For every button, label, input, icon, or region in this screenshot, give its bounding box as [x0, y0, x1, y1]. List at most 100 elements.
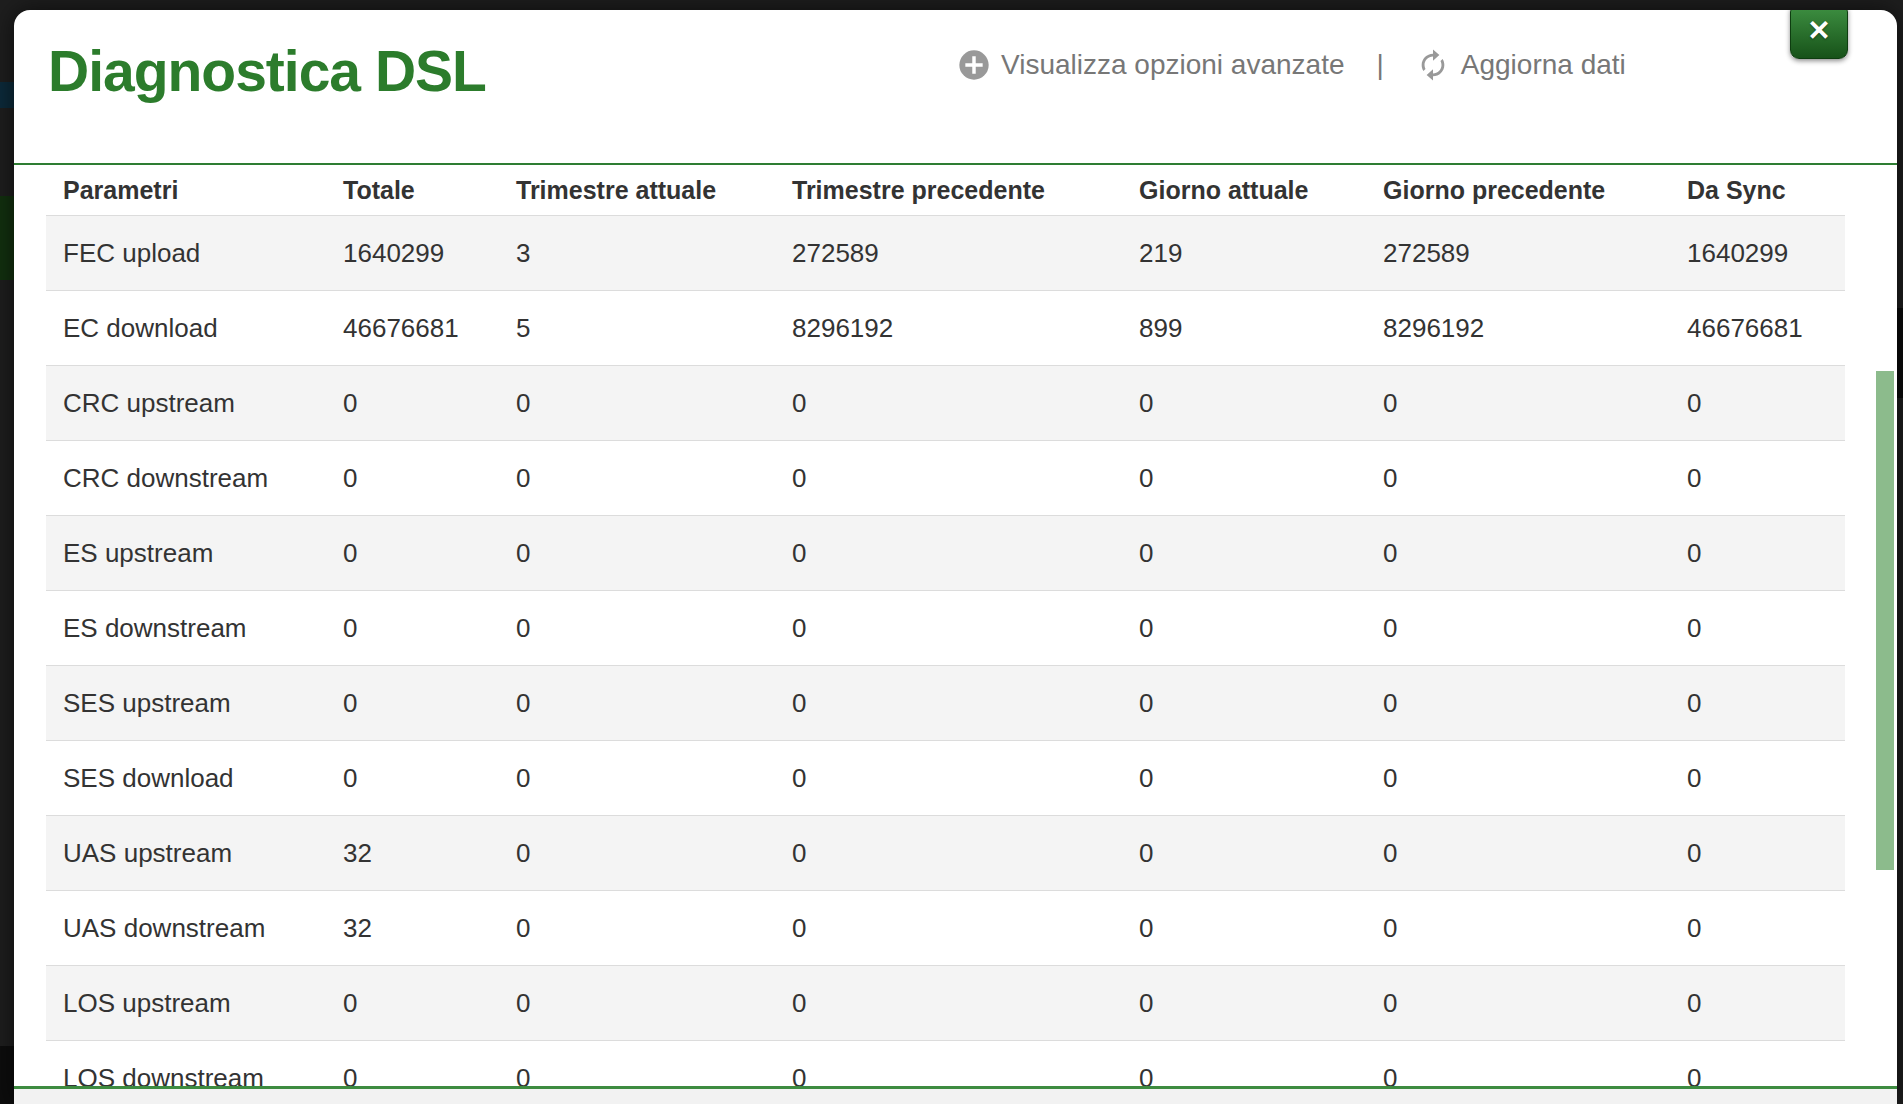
column-header-totale: Totale: [326, 165, 499, 216]
column-header-da-sync: Da Sync: [1670, 165, 1845, 216]
cell-value: 272589: [1366, 216, 1670, 291]
cell-value: 0: [499, 891, 775, 966]
cell-value: 0: [1366, 441, 1670, 516]
refresh-icon: [1416, 48, 1450, 82]
cell-value: 0: [1366, 666, 1670, 741]
dimmed-background-element: [1897, 308, 1903, 398]
cell-value: 0: [1670, 441, 1845, 516]
dialog-footer: [14, 1089, 1897, 1104]
table-header-row: Parametri Totale Trimestre attuale Trime…: [46, 165, 1845, 216]
table-row: LOS upstream 0 0 0 0 0 0: [46, 966, 1845, 1041]
cell-value: 0: [775, 516, 1122, 591]
cell-value: 46676681: [1670, 291, 1845, 366]
cell-value: 0: [499, 366, 775, 441]
cell-value: 1640299: [1670, 216, 1845, 291]
cell-value: 0: [326, 966, 499, 1041]
row-label: FEC upload: [46, 216, 326, 291]
dsl-diagnostics-dialog: Diagnostica DSL Visualizza opzioni avanz…: [14, 10, 1897, 1104]
row-label: ES upstream: [46, 516, 326, 591]
cell-value: 0: [326, 441, 499, 516]
cell-value: 0: [1122, 516, 1366, 591]
cell-value: 0: [1122, 891, 1366, 966]
cell-value: 0: [1670, 591, 1845, 666]
cell-value: 0: [1122, 816, 1366, 891]
cell-value: 0: [1366, 741, 1670, 816]
show-advanced-options-link[interactable]: Visualizza opzioni avanzate: [958, 49, 1344, 81]
cell-value: 0: [1366, 591, 1670, 666]
column-header-trimestre-attuale: Trimestre attuale: [499, 165, 775, 216]
dimmed-background-element: [0, 82, 14, 108]
column-header-giorno-precedente: Giorno precedente: [1366, 165, 1670, 216]
cell-value: 219: [1122, 216, 1366, 291]
dimmed-background-element: [0, 1046, 14, 1104]
cell-value: 0: [326, 366, 499, 441]
cell-value: 0: [775, 366, 1122, 441]
cell-value: 0: [1670, 966, 1845, 1041]
close-button[interactable]: ✕: [1790, 10, 1848, 59]
cell-value: 0: [1670, 666, 1845, 741]
cell-value: 3: [499, 216, 775, 291]
refresh-data-link[interactable]: Aggiorna dati: [1416, 48, 1626, 82]
cell-value: 0: [1122, 966, 1366, 1041]
page-title: Diagnostica DSL: [48, 38, 486, 104]
row-label: UAS downstream: [46, 891, 326, 966]
cell-value: 899: [1122, 291, 1366, 366]
cell-value: 0: [1122, 366, 1366, 441]
cell-value: 0: [499, 441, 775, 516]
plus-circle-icon: [958, 49, 990, 81]
table-row: CRC upstream 0 0 0 0 0 0: [46, 366, 1845, 441]
table-row: UAS downstream 32 0 0 0 0 0: [46, 891, 1845, 966]
vertical-scrollbar-thumb[interactable]: [1876, 371, 1894, 870]
cell-value: 0: [775, 741, 1122, 816]
dsl-diagnostics-table: Parametri Totale Trimestre attuale Trime…: [46, 165, 1845, 1104]
row-label: CRC upstream: [46, 366, 326, 441]
table-row: UAS upstream 32 0 0 0 0 0: [46, 816, 1845, 891]
cell-value: 1640299: [326, 216, 499, 291]
cell-value: 0: [499, 966, 775, 1041]
column-header-giorno-attuale: Giorno attuale: [1122, 165, 1366, 216]
cell-value: 0: [499, 666, 775, 741]
cell-value: 0: [326, 591, 499, 666]
table-row: ES downstream 0 0 0 0 0 0: [46, 591, 1845, 666]
cell-value: 0: [1366, 891, 1670, 966]
cell-value: 0: [1670, 891, 1845, 966]
row-label: SES upstream: [46, 666, 326, 741]
cell-value: 0: [326, 666, 499, 741]
cell-value: 32: [326, 816, 499, 891]
cell-value: 0: [499, 816, 775, 891]
cell-value: 0: [499, 741, 775, 816]
cell-value: 0: [1122, 591, 1366, 666]
cell-value: 8296192: [1366, 291, 1670, 366]
cell-value: 0: [1670, 816, 1845, 891]
column-header-parametri: Parametri: [46, 165, 326, 216]
row-label: LOS upstream: [46, 966, 326, 1041]
cell-value: 0: [775, 816, 1122, 891]
row-label: EC download: [46, 291, 326, 366]
cell-value: 0: [775, 591, 1122, 666]
cell-value: 8296192: [775, 291, 1122, 366]
row-label: ES downstream: [46, 591, 326, 666]
cell-value: 0: [1670, 366, 1845, 441]
cell-value: 0: [1670, 741, 1845, 816]
cell-value: 32: [326, 891, 499, 966]
cell-value: 0: [499, 516, 775, 591]
action-separator: |: [1376, 49, 1383, 81]
table-row: CRC downstream 0 0 0 0 0 0: [46, 441, 1845, 516]
cell-value: 0: [499, 591, 775, 666]
row-label: CRC downstream: [46, 441, 326, 516]
cell-value: 0: [1366, 366, 1670, 441]
table-row: EC download 46676681 5 8296192 899 82961…: [46, 291, 1845, 366]
cell-value: 0: [775, 441, 1122, 516]
row-label: SES download: [46, 741, 326, 816]
cell-value: 0: [1122, 666, 1366, 741]
dimmed-background-element: [0, 196, 14, 280]
cell-value: 0: [775, 891, 1122, 966]
table-row: SES upstream 0 0 0 0 0 0: [46, 666, 1845, 741]
cell-value: 5: [499, 291, 775, 366]
cell-value: 272589: [775, 216, 1122, 291]
header-divider: [14, 163, 1897, 165]
dialog-action-bar: Visualizza opzioni avanzate | Aggiorna d…: [958, 44, 1626, 86]
cell-value: 0: [326, 516, 499, 591]
show-advanced-options-label: Visualizza opzioni avanzate: [1001, 49, 1344, 81]
cell-value: 0: [1122, 741, 1366, 816]
